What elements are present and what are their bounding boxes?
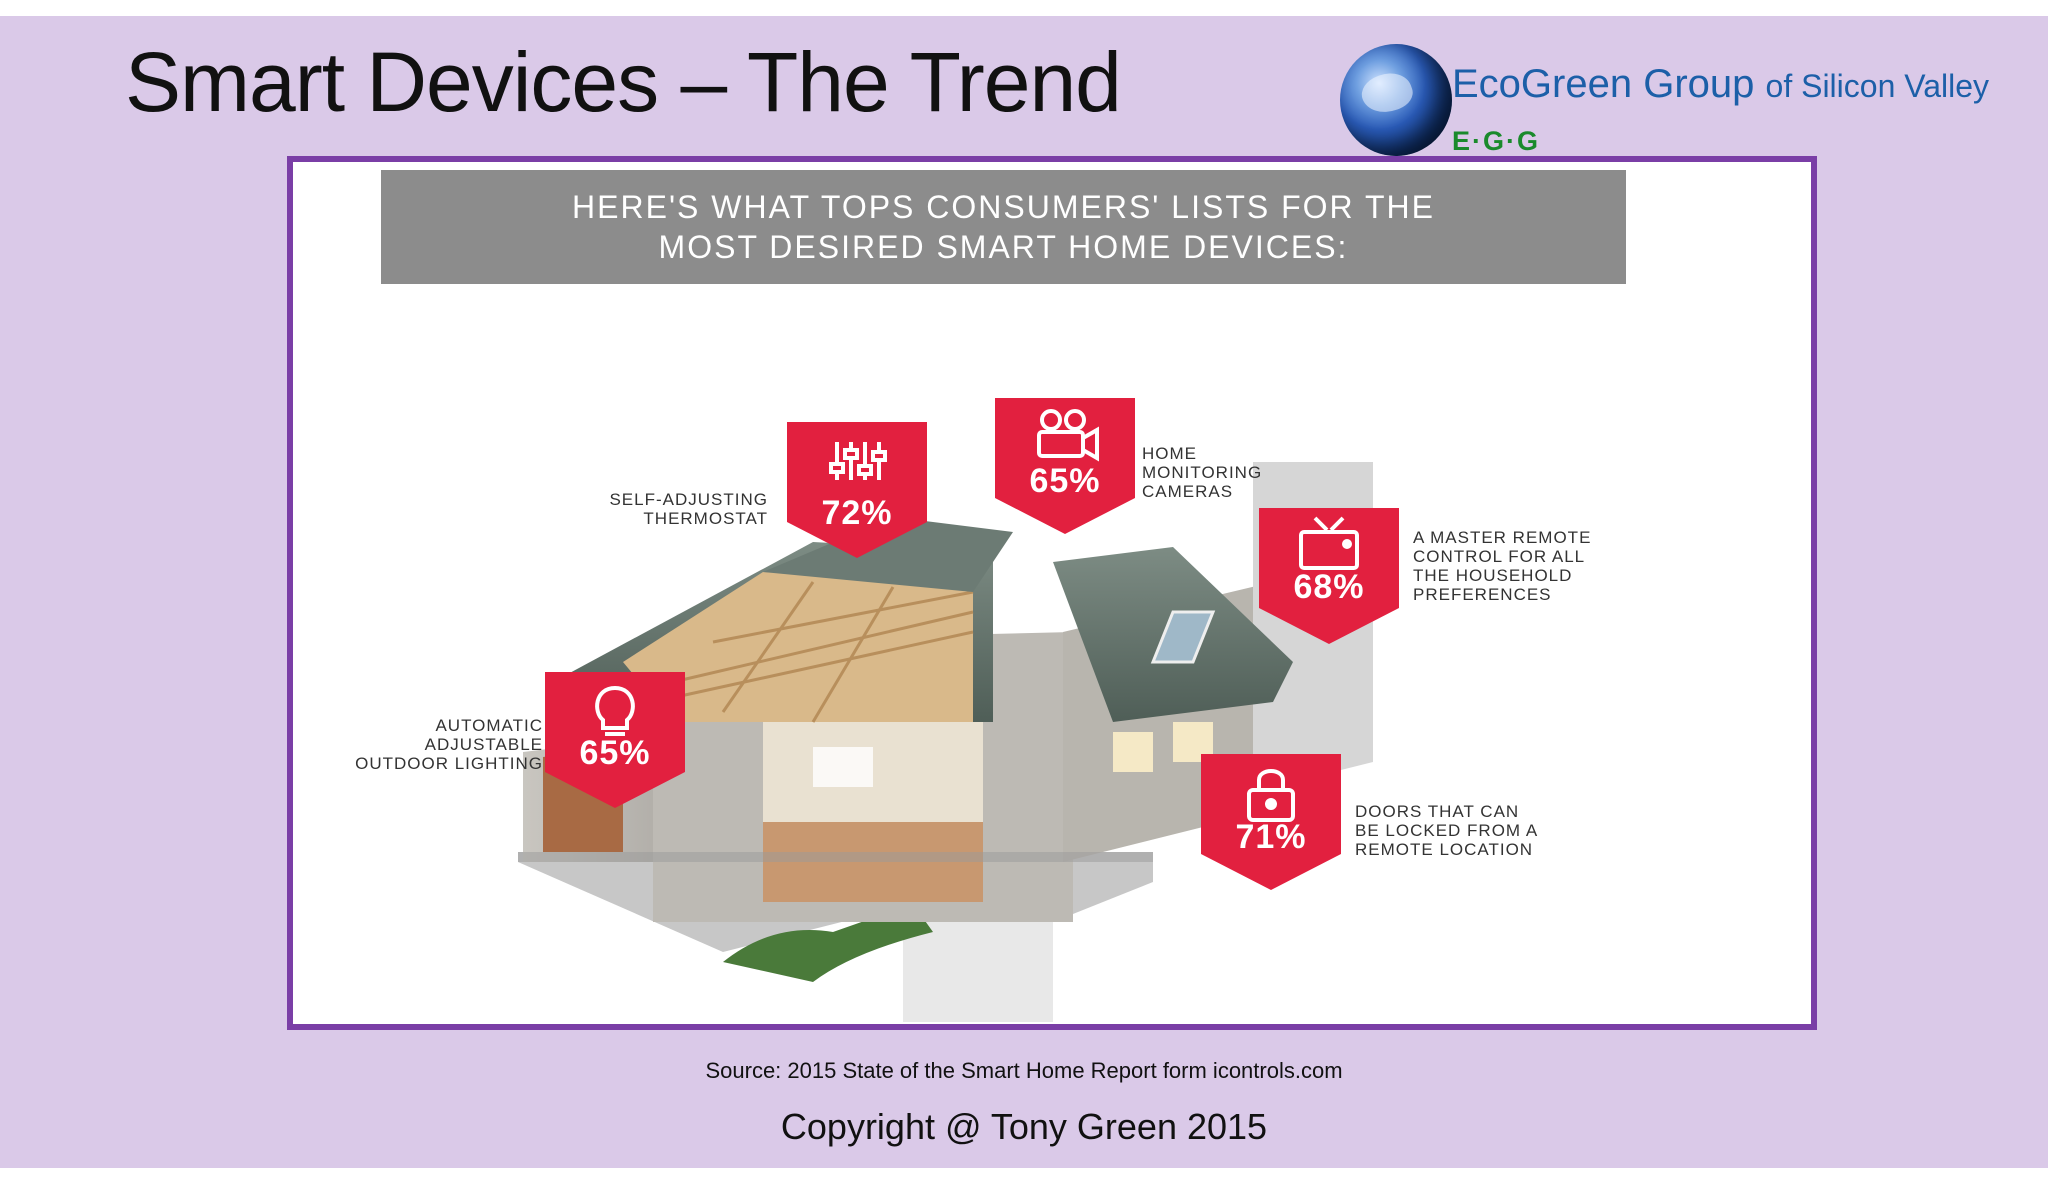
- infographic-frame: HERE'S WHAT TOPS CONSUMERS' LISTS FOR TH…: [287, 156, 1817, 1030]
- stat-cameras-label: HOME MONITORING CAMERAS: [1142, 444, 1262, 501]
- stat-label-line: REMOTE LOCATION: [1355, 840, 1534, 859]
- stat-thermostat-label: SELF-ADJUSTING THERMOSTAT: [593, 490, 768, 528]
- badge-shape: [545, 672, 685, 808]
- company-logo: EcoGreen Group of Silicon Valley E·G·G: [1340, 44, 2020, 164]
- logo-name: EcoGreen Group of Silicon Valley: [1452, 62, 1989, 107]
- badge-shape: [787, 422, 927, 558]
- stat-label-line: AUTOMATIC: [435, 716, 543, 735]
- stat-locks-label: DOORS THAT CAN BE LOCKED FROM A REMOTE L…: [1355, 802, 1538, 859]
- lightbulb-icon: [595, 685, 635, 736]
- slide-title: Smart Devices – The Trend: [125, 35, 1122, 129]
- stat-label-line: DOORS THAT CAN: [1355, 802, 1520, 821]
- banner-line-2: MOST DESIRED SMART HOME DEVICES:: [658, 229, 1349, 265]
- stat-cameras-badge: 65%: [995, 398, 1135, 534]
- stat-label-line: OUTDOOR LIGHTING: [355, 754, 543, 773]
- slide: Smart Devices – The Trend EcoGreen Group…: [0, 16, 2048, 1168]
- source-citation: Source: 2015 State of the Smart Home Rep…: [705, 1058, 1343, 1083]
- stat-locks-value: 71%: [1235, 818, 1307, 856]
- stat-label-line: PREFERENCES: [1413, 585, 1552, 604]
- stat-thermostat-value: 72%: [821, 494, 893, 532]
- badge-shape: [1259, 508, 1399, 644]
- stat-label-line: A MASTER REMOTE: [1413, 528, 1592, 547]
- stat-label-line: THE HOUSEHOLD: [1413, 566, 1573, 585]
- stat-remote-value: 68%: [1293, 568, 1365, 606]
- stat-label-line: BE LOCKED FROM A: [1355, 821, 1539, 840]
- stat-label-line: THERMOSTAT: [643, 509, 768, 528]
- logo-company-name: EcoGreen Group: [1452, 62, 1755, 106]
- banner-line-1: HERE'S WHAT TOPS CONSUMERS' LISTS FOR TH…: [572, 189, 1435, 225]
- stat-remote-badge: 68%: [1259, 508, 1399, 644]
- infographic-banner: HERE'S WHAT TOPS CONSUMERS' LISTS FOR TH…: [381, 170, 1626, 284]
- stat-label-line: MONITORING: [1142, 463, 1263, 482]
- stat-label-line: CAMERAS: [1142, 482, 1234, 501]
- stat-lighting-value: 65%: [579, 734, 651, 772]
- stat-thermostat-badge: 72%: [787, 422, 927, 558]
- lock-icon: [1247, 769, 1295, 822]
- stat-label-line: SELF-ADJUSTING: [609, 490, 768, 509]
- logo-abbreviation: E·G·G: [1452, 126, 1540, 156]
- sliders-icon: [829, 442, 887, 480]
- stat-label-line: HOME: [1142, 444, 1197, 463]
- copyright-notice: Copyright @ Tony Green 2015: [780, 1106, 1268, 1147]
- badge-shape: [1201, 754, 1341, 890]
- stat-lighting-badge: 65%: [545, 672, 685, 808]
- tv-icon: [1299, 516, 1359, 570]
- stat-label-line: ADJUSTABLE: [424, 735, 543, 754]
- stat-remote-label: A MASTER REMOTE CONTROL FOR ALL THE HOUS…: [1413, 528, 1591, 604]
- logo-suffix: of Silicon Valley: [1765, 68, 1990, 104]
- stat-label-line: CONTROL FOR ALL: [1413, 547, 1586, 566]
- stat-locks-badge: 71%: [1201, 754, 1341, 890]
- video-camera-icon: [1037, 409, 1099, 462]
- globe-icon: [1340, 44, 1452, 156]
- stat-lighting-label: AUTOMATIC ADJUSTABLE OUTDOOR LIGHTING: [321, 716, 543, 773]
- badge-shape: [995, 398, 1135, 534]
- stat-cameras-value: 65%: [1029, 462, 1101, 500]
